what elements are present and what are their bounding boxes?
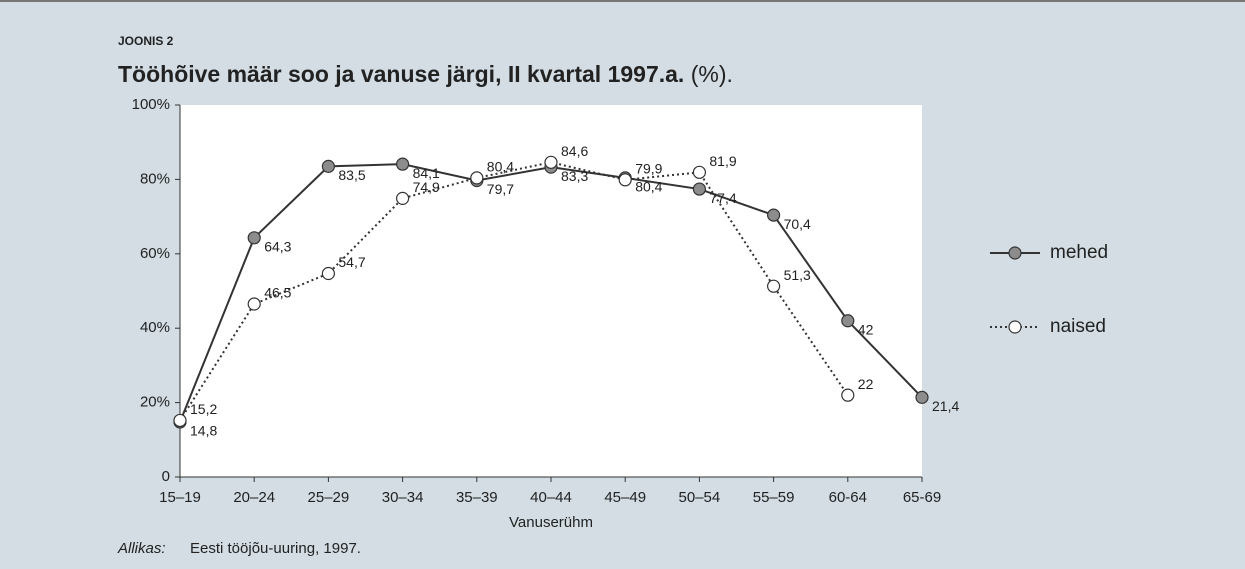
point	[841, 388, 855, 402]
x-tick-label: 20–24	[233, 489, 275, 506]
title-unit: (%).	[691, 61, 733, 87]
legend-marker	[1008, 320, 1022, 334]
data-label: 21,4	[932, 398, 959, 414]
x-tick-label: 25–29	[308, 489, 350, 506]
data-label: 22	[858, 376, 874, 392]
y-tick-label: 100%	[132, 96, 170, 113]
x-tick-label: 55–59	[753, 489, 795, 506]
data-label: 46,5	[264, 285, 291, 301]
point	[766, 208, 781, 222]
x-tick-label: 50–54	[679, 489, 721, 506]
x-tick-label: 30–34	[382, 489, 424, 506]
data-label: 83,5	[338, 167, 365, 183]
source-label: Allikas:	[117, 540, 166, 557]
point	[396, 191, 410, 205]
point	[321, 159, 335, 173]
point	[396, 157, 410, 171]
data-label: 64,3	[264, 239, 291, 255]
point	[618, 173, 632, 187]
data-label: 70,4	[784, 216, 811, 232]
point	[841, 314, 855, 328]
data-label: 80,4	[635, 179, 662, 195]
data-label: 51,3	[784, 267, 811, 283]
data-label: 42	[858, 321, 874, 337]
legend-marker	[1008, 246, 1022, 260]
point	[692, 165, 707, 179]
data-label: 79,9	[635, 160, 662, 176]
x-tick-label: 60-64	[829, 489, 867, 506]
source: Eesti tööjõu-uuring, 1997.	[190, 540, 361, 557]
y-tick-label: 0	[162, 468, 170, 485]
x-tick-label: 35–39	[456, 489, 498, 506]
y-tick-label: 80%	[140, 170, 170, 187]
x-tick-label: 40–44	[530, 489, 572, 506]
point	[915, 390, 929, 404]
data-label: 83,3	[561, 168, 588, 184]
data-label: 77,4	[709, 190, 736, 206]
y-tick-label: 60%	[140, 245, 170, 262]
point	[321, 266, 335, 281]
data-label: 84,6	[561, 143, 588, 159]
data-label: 15,2	[190, 401, 217, 417]
series-line	[179, 161, 849, 421]
data-label: 54,7	[338, 254, 365, 270]
point	[173, 413, 187, 428]
data-label: 80,4	[487, 159, 514, 175]
title-main: Tööhõive määr soo ja vanuse järgi, II kv…	[118, 61, 684, 87]
point	[766, 279, 781, 293]
x-axis-label: Vanuserühm	[509, 514, 593, 531]
point	[692, 182, 707, 196]
y-tick-label: 40%	[140, 319, 170, 336]
figure-label: JOONIS 2	[118, 34, 174, 48]
legend-label: naised	[1050, 316, 1106, 337]
point	[544, 155, 558, 169]
data-label: 84,1	[413, 165, 440, 181]
y-tick-label: 20%	[140, 394, 170, 411]
data-label: 79,7	[487, 181, 514, 197]
chart-title: Tööhõive määr soo ja vanuse järgi, II kv…	[118, 61, 733, 87]
legend-label: mehed	[1050, 242, 1108, 263]
x-tick-label: 45–49	[604, 489, 646, 506]
data-label: 81,9	[709, 153, 736, 169]
data-label: 14,8	[190, 423, 217, 439]
point	[470, 171, 484, 185]
x-tick-label: 65-69	[903, 489, 941, 506]
data-label: 74,9	[413, 179, 440, 195]
point	[247, 231, 261, 245]
point	[247, 297, 261, 311]
x-tick-label: 15–19	[159, 489, 201, 506]
